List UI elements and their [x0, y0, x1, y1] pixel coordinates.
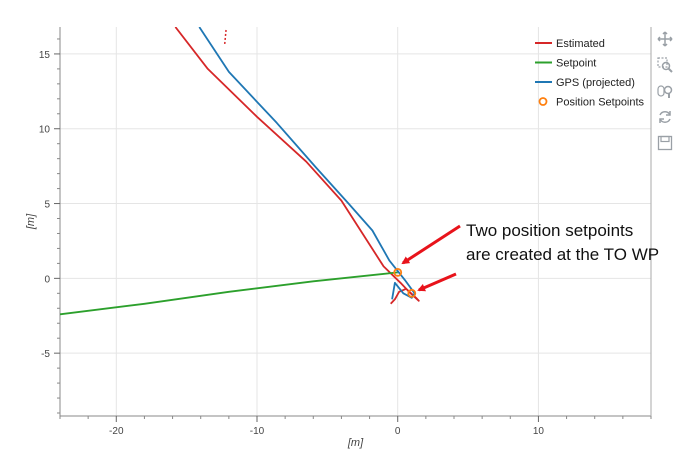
legend-label: Estimated — [556, 38, 605, 50]
wheel-zoom-tool-icon — [657, 85, 673, 98]
x-tick-label: 0 — [395, 426, 401, 437]
box-zoom-tool-icon — [657, 57, 673, 73]
legend-label: Setpoint — [556, 58, 596, 70]
reset-tool-icon — [659, 111, 671, 123]
legend-swatch — [538, 97, 548, 106]
save-tool-icon — [657, 135, 673, 151]
estimated-track-fragment — [223, 29, 227, 46]
y-tick-label: 5 — [44, 200, 50, 211]
position-setpoint-marker — [407, 288, 417, 298]
legend-item[interactable]: GPS (projected) — [535, 77, 635, 89]
reset-tool-button[interactable] — [654, 106, 676, 128]
x-tick-label: 10 — [533, 426, 545, 437]
grid — [60, 27, 651, 416]
save-tool-button[interactable] — [654, 132, 676, 154]
series-line-estimated — [174, 27, 420, 305]
annotation: Two position setpoints are created at the… — [401, 221, 659, 292]
legend[interactable]: Estimated Setpoint GPS (projected) Position… — [535, 38, 645, 109]
position-setpoint-marker — [393, 267, 403, 277]
legend-item[interactable]: Estimated — [535, 38, 605, 50]
plot-toolbar — [650, 26, 680, 156]
axes: -20 -10 0 10 -5 0 5 10 15 [m] [m] — [25, 27, 652, 449]
pan-tool-button[interactable] — [654, 28, 676, 50]
x-tick-label: -10 — [250, 426, 265, 437]
annotation-text-line: are created at the TO WP — [466, 245, 659, 264]
y-tick-label: -5 — [41, 349, 50, 360]
series-line-setpoint — [60, 271, 398, 316]
legend-label: GPS (projected) — [556, 77, 635, 89]
annotation-arrow — [401, 224, 461, 265]
x-tick-label: -20 — [109, 426, 124, 437]
pan-tool-icon — [657, 31, 673, 47]
legend-label: Position Setpoints — [556, 97, 645, 109]
y-tick-label: 10 — [39, 125, 51, 136]
y-tick-label: 0 — [44, 274, 50, 285]
wheel-zoom-tool-button[interactable] — [654, 80, 676, 102]
series-line-gps-projected — [198, 27, 416, 300]
legend-item[interactable]: Position Setpoints — [538, 97, 645, 109]
y-axis-label: [m] — [25, 213, 37, 230]
annotation-arrow — [417, 272, 457, 292]
box-zoom-tool-button[interactable] — [654, 54, 676, 76]
y-tick-label: 15 — [39, 50, 51, 61]
legend-item[interactable]: Setpoint — [535, 58, 596, 70]
series-layer — [60, 27, 420, 316]
x-axis-label: [m] — [347, 437, 364, 449]
annotation-text-line: Two position setpoints — [466, 221, 633, 240]
